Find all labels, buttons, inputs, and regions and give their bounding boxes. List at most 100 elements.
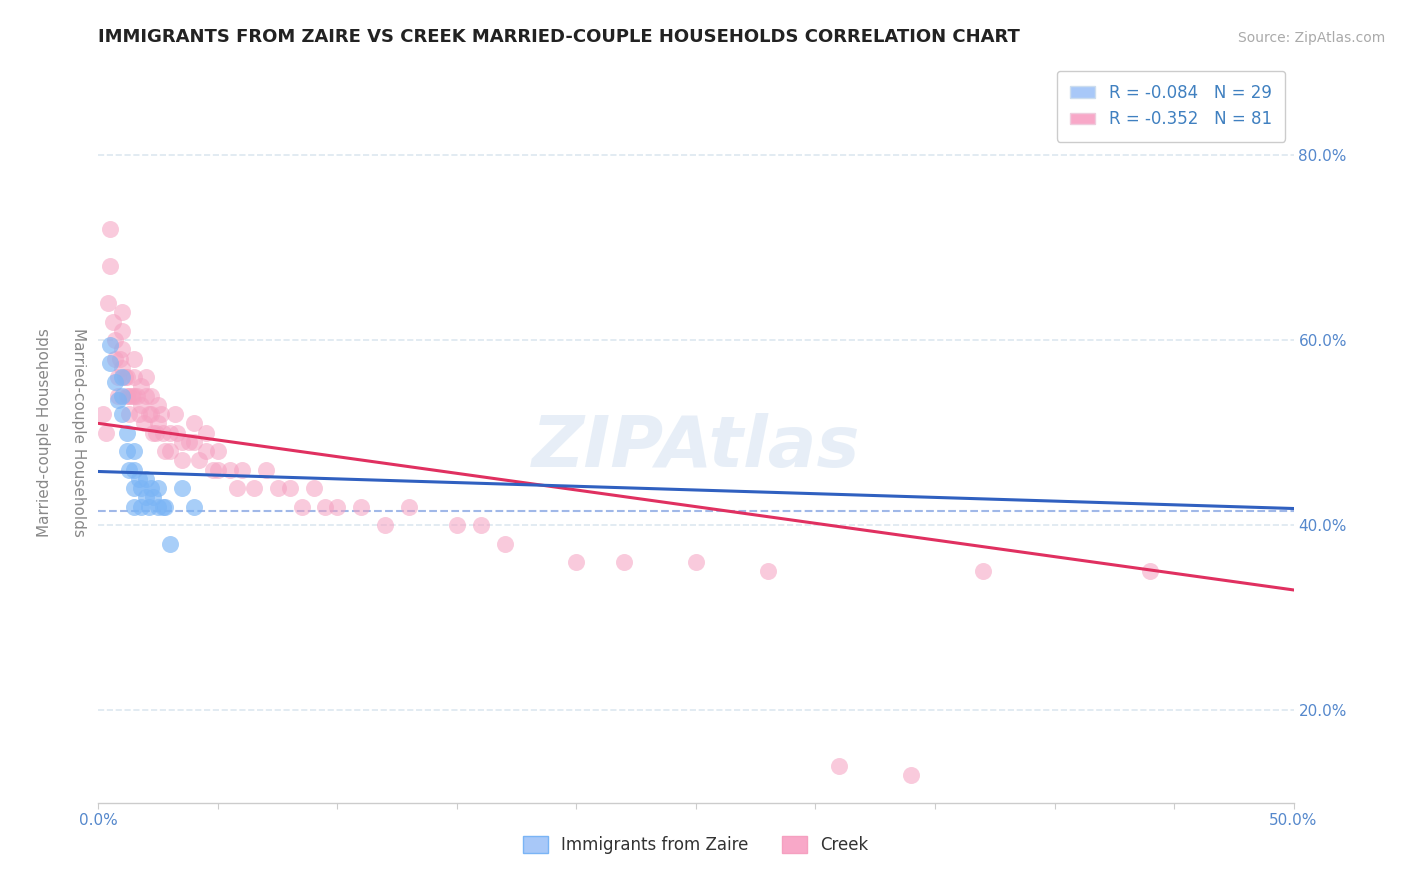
Point <box>111 388 134 402</box>
Text: ZIPAtlas: ZIPAtlas <box>531 413 860 482</box>
Point <box>267 481 290 495</box>
Point <box>115 388 138 402</box>
Point <box>124 500 146 514</box>
Point <box>142 425 165 440</box>
Point <box>98 356 122 370</box>
Point <box>350 500 373 514</box>
Point <box>115 425 138 440</box>
Point <box>159 536 181 550</box>
Point <box>148 481 170 495</box>
Point <box>148 417 170 431</box>
Point <box>98 337 122 351</box>
Point <box>291 500 314 514</box>
Point <box>155 444 177 458</box>
Point <box>125 388 148 402</box>
Point <box>135 472 157 486</box>
Point <box>114 370 136 384</box>
Point <box>135 491 157 505</box>
Point <box>94 425 117 440</box>
Point <box>107 393 129 408</box>
Point <box>183 417 205 431</box>
Point <box>195 444 218 458</box>
Point <box>131 398 153 412</box>
Point <box>145 425 167 440</box>
Point <box>107 370 129 384</box>
Point <box>163 407 186 421</box>
Point <box>98 259 122 273</box>
Point <box>101 314 124 328</box>
Point <box>828 758 851 772</box>
Point <box>172 481 194 495</box>
Point <box>111 305 134 319</box>
Point <box>124 370 146 384</box>
Point <box>139 481 162 495</box>
Point <box>111 370 134 384</box>
Point <box>121 388 143 402</box>
Point <box>118 407 141 421</box>
Point <box>128 407 150 421</box>
Point <box>219 462 242 476</box>
Point <box>148 398 170 412</box>
Point <box>326 500 349 514</box>
Point <box>124 388 146 402</box>
Point <box>159 425 181 440</box>
Point <box>374 518 396 533</box>
Y-axis label: Married-couple Households: Married-couple Households <box>70 328 86 537</box>
Point <box>104 375 127 389</box>
Point <box>142 491 165 505</box>
Text: IMMIGRANTS FROM ZAIRE VS CREEK MARRIED-COUPLE HOUSEHOLDS CORRELATION CHART: IMMIGRANTS FROM ZAIRE VS CREEK MARRIED-C… <box>98 28 1021 45</box>
Point <box>98 222 122 236</box>
Point <box>972 565 994 579</box>
Point <box>172 453 194 467</box>
Text: Married-couple Households: Married-couple Households <box>37 328 52 537</box>
Point <box>149 407 172 421</box>
Point <box>107 388 129 402</box>
Point <box>1139 565 1161 579</box>
Point <box>115 370 138 384</box>
Point <box>97 296 120 310</box>
Point <box>131 500 153 514</box>
Point <box>118 388 141 402</box>
Point <box>202 462 225 476</box>
Point <box>111 360 134 375</box>
Point <box>243 481 266 495</box>
Point <box>124 444 146 458</box>
Point <box>470 518 492 533</box>
Point <box>315 500 337 514</box>
Point <box>172 434 194 449</box>
Point <box>135 370 157 384</box>
Point <box>302 481 325 495</box>
Point <box>104 333 127 347</box>
Point <box>104 351 127 366</box>
Point <box>124 462 146 476</box>
Point <box>132 417 155 431</box>
Point <box>131 481 153 495</box>
Point <box>756 565 779 579</box>
Point <box>900 768 922 782</box>
Point <box>231 462 253 476</box>
Point <box>131 379 153 393</box>
Point <box>138 500 160 514</box>
Point <box>226 481 249 495</box>
Point <box>152 425 174 440</box>
Point <box>155 500 177 514</box>
Point <box>111 324 134 338</box>
Point <box>565 555 588 569</box>
Text: Source: ZipAtlas.com: Source: ZipAtlas.com <box>1237 31 1385 45</box>
Point <box>148 500 170 514</box>
Point <box>152 500 174 514</box>
Point <box>446 518 468 533</box>
Point <box>115 444 138 458</box>
Point <box>183 434 205 449</box>
Point <box>207 462 229 476</box>
Point <box>139 388 162 402</box>
Point <box>195 425 218 440</box>
Point <box>111 343 134 357</box>
Point <box>613 555 636 569</box>
Point <box>124 481 146 495</box>
Point <box>183 500 205 514</box>
Point <box>207 444 229 458</box>
Point <box>124 351 146 366</box>
Point <box>138 407 160 421</box>
Point <box>494 536 516 550</box>
